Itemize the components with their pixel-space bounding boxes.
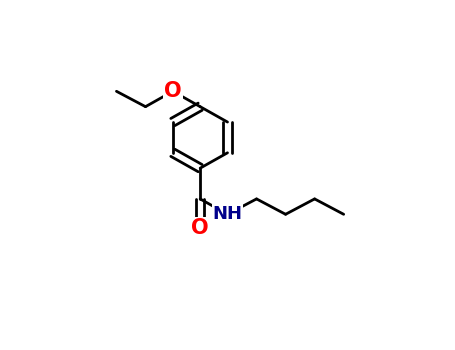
Text: O: O — [192, 218, 209, 238]
Text: O: O — [164, 81, 182, 101]
Text: NH: NH — [212, 205, 243, 223]
